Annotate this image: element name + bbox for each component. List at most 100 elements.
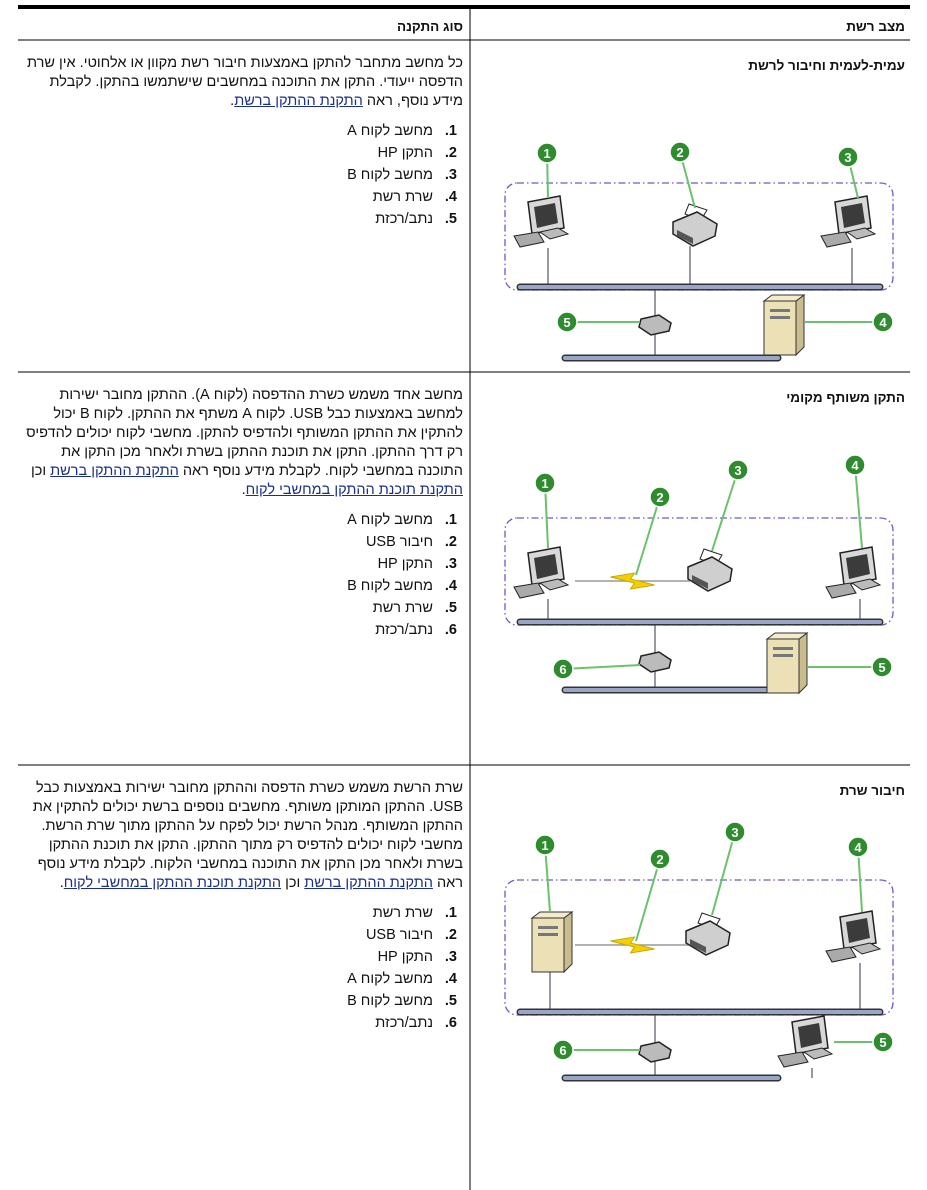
link[interactable]: התקנת תוכנת ההתקן במחשבי לקוח — [245, 482, 463, 498]
item-number: 4. — [444, 577, 457, 594]
usb-bolt — [610, 936, 655, 954]
server-top — [762, 294, 806, 302]
description: שרת הרשת משמש כשרת הדפסה וההתקן מחובר יש… — [25, 779, 463, 893]
item-text: שרת רשת — [372, 904, 433, 921]
row-title: עמית-לעמית וחיבור לרשת — [748, 58, 905, 73]
link[interactable]: התקנת ההתקן ברשת — [304, 875, 433, 891]
list-item: 3. התקן HP — [25, 553, 463, 575]
callout-marker — [724, 821, 746, 843]
item-number: 4. — [444, 188, 457, 205]
text: שרת הרשת משמש כשרת הדפסה וההתקן מחובר יש… — [32, 780, 463, 891]
callout-marker — [727, 459, 749, 481]
printer-body — [672, 211, 718, 247]
item-number: 5. — [444, 210, 457, 227]
callout-line — [635, 858, 661, 942]
callout-marker — [669, 141, 691, 163]
callout-number: 2 — [656, 852, 663, 867]
item-number: 5. — [444, 992, 457, 1009]
computer-base — [538, 578, 570, 591]
callout-number: 3 — [734, 463, 741, 478]
network-boundary — [504, 517, 894, 626]
keyboard — [513, 582, 545, 599]
callout-marker — [536, 142, 558, 164]
router — [638, 314, 672, 336]
computer-screen — [798, 1023, 822, 1048]
item-text: שרת רשת — [372, 599, 433, 616]
item-number: 2. — [444, 533, 457, 550]
keyboard — [513, 231, 545, 248]
item-text: התקן HP — [377, 144, 433, 161]
server-slot — [770, 309, 790, 312]
server-slot — [773, 647, 793, 650]
router — [638, 1041, 672, 1063]
callout-number: 5 — [878, 660, 885, 675]
item-text: נתב/רכזת — [375, 210, 433, 227]
callout-line — [635, 496, 661, 576]
callout-marker — [837, 146, 859, 168]
server-slot — [538, 933, 558, 936]
top-rule — [18, 5, 910, 9]
description: מחשב אחד משמש כשרת ההדפסה (לקוח A). ההתק… — [25, 386, 463, 500]
usb-bolt — [610, 572, 655, 590]
list-item: 2. חיבור USB — [25, 924, 463, 946]
computer-screen — [846, 554, 870, 579]
callout-number: 2 — [676, 145, 683, 160]
router — [638, 651, 672, 673]
callout-line — [544, 482, 549, 549]
item-number: 1. — [444, 122, 457, 139]
item-text: מחשב לקוח B — [347, 577, 433, 594]
callout-line — [857, 846, 863, 913]
row-cell: כל מחשב מתחבר להתקן באמצעות חיבור רשת מק… — [25, 54, 463, 230]
server-slot — [770, 316, 790, 319]
callout-number: 4 — [854, 840, 862, 855]
item-text: מחשב לקוח B — [347, 166, 433, 183]
list-item: 6. נתב/רכזת — [25, 619, 463, 641]
item-number: 4. — [444, 970, 457, 987]
keyboard — [820, 231, 852, 248]
list-item: 1. מחשב לקוח A — [25, 509, 463, 531]
callout-number: 4 — [879, 315, 887, 330]
server-side — [563, 911, 573, 974]
printer-body — [685, 920, 731, 956]
item-text: נתב/רכזת — [375, 621, 433, 638]
list-item: 5. נתב/רכזת — [25, 208, 463, 230]
keyboard — [825, 946, 857, 963]
item-number: 2. — [444, 926, 457, 943]
text: וכן — [30, 463, 51, 479]
callout-number: 6 — [559, 1043, 566, 1058]
network-diagram: 1 2 3 4 5 6 — [504, 821, 894, 1082]
callout-number: 5 — [563, 315, 570, 330]
list-item: 5. מחשב לקוח B — [25, 990, 463, 1012]
callout-marker — [552, 658, 574, 680]
computer-screen — [534, 554, 558, 579]
item-number: 6. — [444, 621, 457, 638]
row-cell: מחשב אחד משמש כשרת ההדפסה (לקוח A). ההתק… — [25, 386, 463, 641]
item-list: 1. שרת רשת 2. חיבור USB 3. התקן HP 4. מחשב לקוח… — [25, 902, 463, 1034]
list-item: 4. שרת רשת — [25, 186, 463, 208]
network-diagram: 1 2 3 4 5 — [504, 141, 894, 362]
item-text: חיבור USB — [365, 533, 433, 550]
computer-screen — [841, 203, 865, 228]
callout-marker — [649, 486, 671, 508]
callout-line — [562, 664, 641, 670]
computer-base — [850, 942, 882, 955]
link[interactable]: התקנת ההתקן ברשת — [234, 93, 363, 109]
callout-line — [711, 469, 739, 552]
text: . — [230, 93, 235, 109]
callout-marker — [649, 848, 671, 870]
computer-base — [845, 227, 877, 240]
printer-body — [687, 556, 733, 592]
item-number: 2. — [444, 144, 457, 161]
link[interactable]: התקנת ההתקן ברשת — [50, 463, 179, 479]
server-top — [765, 632, 809, 640]
list-item: 2. התקן HP — [25, 142, 463, 164]
list-item: 5. שרת רשת — [25, 597, 463, 619]
link[interactable]: התקנת תוכנת ההתקן במחשבי לקוח — [63, 875, 282, 891]
callout-number: 2 — [656, 490, 663, 505]
callout-number: 5 — [879, 1035, 886, 1050]
network-boundary — [504, 879, 894, 1016]
callout-number: 1 — [541, 476, 548, 491]
text: וכן — [281, 875, 305, 891]
item-number: 3. — [444, 948, 457, 965]
